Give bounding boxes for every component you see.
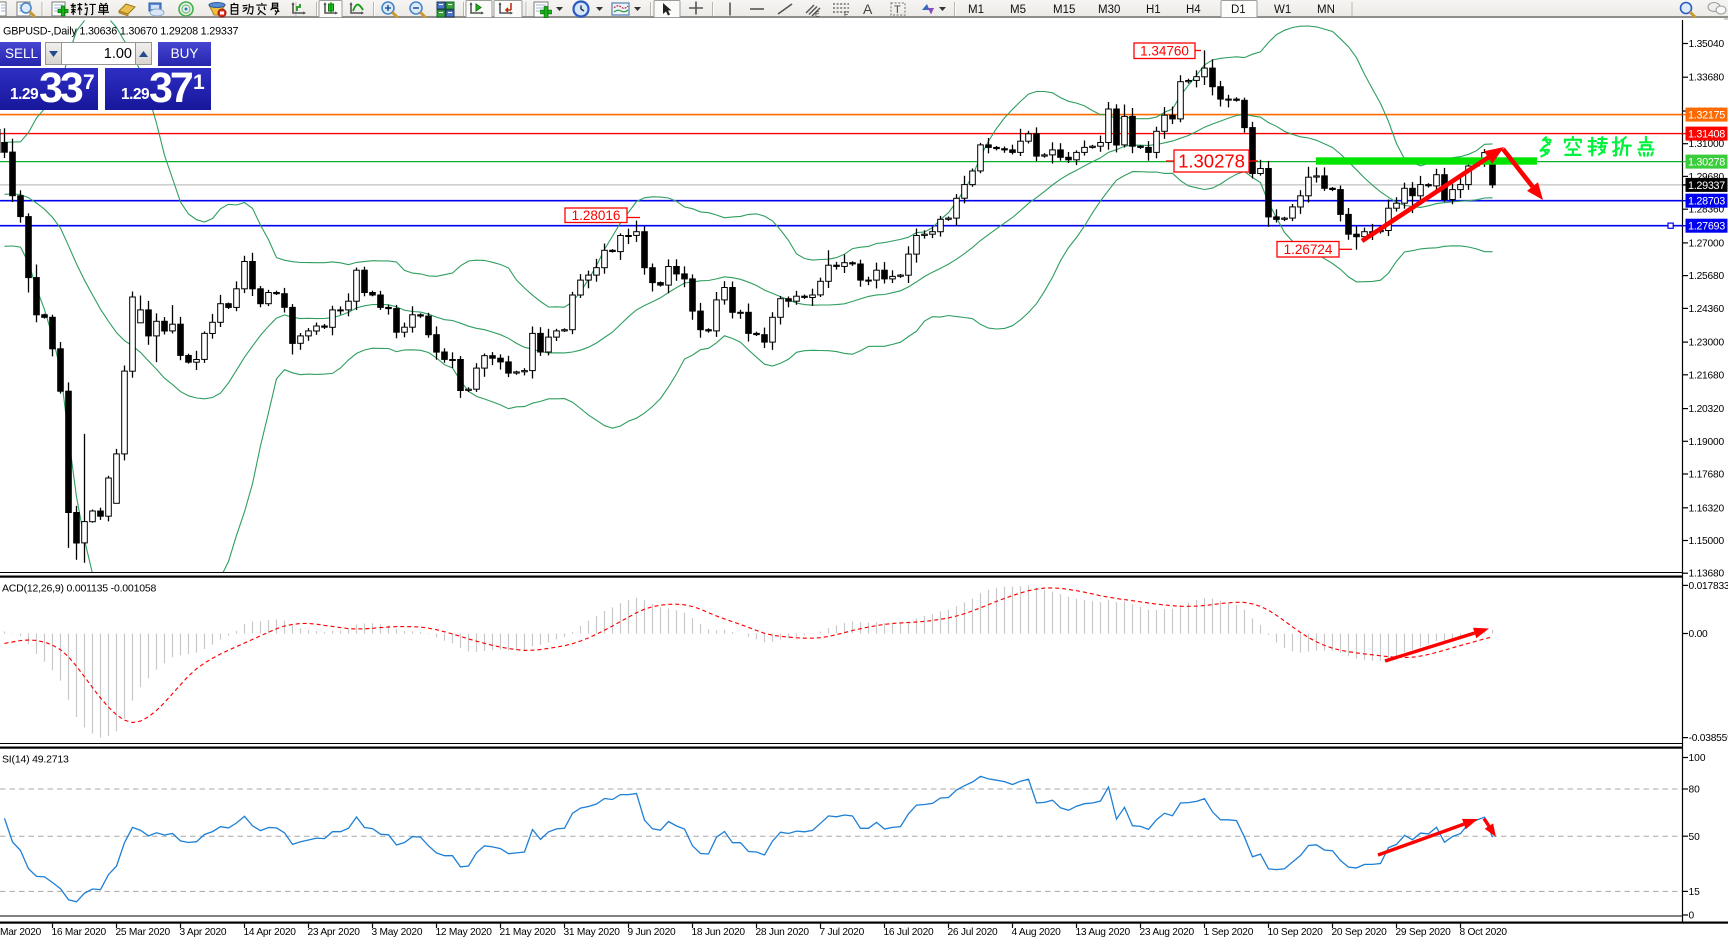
svg-text:1.23000: 1.23000 <box>1689 338 1725 349</box>
svg-text:23 Aug 2020: 23 Aug 2020 <box>1140 927 1195 938</box>
svg-text:7 Jul 2020: 7 Jul 2020 <box>820 927 865 938</box>
svg-text:1 Sep 2020: 1 Sep 2020 <box>1204 927 1254 938</box>
svg-text:1.31408: 1.31408 <box>1688 129 1725 141</box>
svg-text:F: F <box>844 12 848 19</box>
svg-text:H1: H1 <box>1146 4 1161 16</box>
svg-text:16 Mar 2020: 16 Mar 2020 <box>52 927 107 938</box>
svg-text:1.17680: 1.17680 <box>1689 470 1725 481</box>
svg-text:29 Sep 2020: 29 Sep 2020 <box>1396 927 1452 938</box>
svg-text:T: T <box>894 4 901 16</box>
svg-text:W1: W1 <box>1274 4 1291 16</box>
svg-text:14 Apr 2020: 14 Apr 2020 <box>244 927 297 938</box>
svg-text:GBPUSD-,Daily 1.30636 1.30670: GBPUSD-,Daily 1.30636 1.30670 1.29208 1.… <box>3 26 238 38</box>
svg-text:MN: MN <box>1317 4 1335 16</box>
svg-text:1.16320: 1.16320 <box>1689 503 1725 514</box>
svg-text:0.00: 0.00 <box>1689 629 1709 640</box>
svg-text:1.24360: 1.24360 <box>1689 304 1725 315</box>
svg-text:21 May 2020: 21 May 2020 <box>500 927 557 938</box>
svg-text:M5: M5 <box>1010 4 1026 16</box>
svg-text:M15: M15 <box>1053 4 1075 16</box>
svg-text:-0.038559: -0.038559 <box>1689 733 1728 744</box>
svg-text:1.29680: 1.29680 <box>1689 172 1725 183</box>
svg-text:20 Sep 2020: 20 Sep 2020 <box>1332 927 1388 938</box>
svg-text:9 Jun 2020: 9 Jun 2020 <box>628 927 676 938</box>
svg-text:1.28360: 1.28360 <box>1689 205 1725 216</box>
svg-text:H4: H4 <box>1186 4 1201 16</box>
svg-text:1.33680: 1.33680 <box>1689 73 1725 84</box>
svg-text:25 Mar 2020: 25 Mar 2020 <box>116 927 171 938</box>
svg-text:SI(14) 49.2713: SI(14) 49.2713 <box>2 754 69 766</box>
svg-text:23 Apr 2020: 23 Apr 2020 <box>308 927 361 938</box>
svg-text:12 May 2020: 12 May 2020 <box>436 927 493 938</box>
svg-text:1.29337: 1.29337 <box>1688 180 1725 192</box>
svg-text:13 Aug 2020: 13 Aug 2020 <box>1076 927 1131 938</box>
svg-text:1.27000: 1.27000 <box>1689 238 1725 249</box>
svg-text:1.20320: 1.20320 <box>1689 404 1725 415</box>
svg-text:ACD(12,26,9) 0.001135 -0.00105: ACD(12,26,9) 0.001135 -0.001058 <box>2 583 156 595</box>
svg-text:M1: M1 <box>968 4 984 16</box>
svg-text:1.26724: 1.26724 <box>1284 242 1333 257</box>
svg-text:1.28703: 1.28703 <box>1688 196 1725 208</box>
svg-text:1.25680: 1.25680 <box>1689 271 1725 282</box>
svg-text:M30: M30 <box>1098 4 1120 16</box>
svg-text:1.30278: 1.30278 <box>1688 157 1725 169</box>
svg-text:1.30278: 1.30278 <box>1178 151 1245 172</box>
svg-text:A: A <box>863 1 873 17</box>
svg-text:15: 15 <box>1689 887 1701 898</box>
svg-text:1.13680: 1.13680 <box>1689 569 1725 580</box>
svg-text:3 Apr 2020: 3 Apr 2020 <box>180 927 227 938</box>
svg-text:1.31000: 1.31000 <box>1689 139 1725 150</box>
svg-text:1.21680: 1.21680 <box>1689 370 1725 381</box>
svg-text:1.35040: 1.35040 <box>1689 39 1725 50</box>
svg-text:3 May 2020: 3 May 2020 <box>372 927 423 938</box>
svg-text:50: 50 <box>1689 832 1701 843</box>
svg-text:E: E <box>815 12 820 19</box>
svg-text:1.34760: 1.34760 <box>1140 44 1189 59</box>
svg-text:16 Jul 2020: 16 Jul 2020 <box>884 927 935 938</box>
svg-text:1.15000: 1.15000 <box>1689 536 1725 547</box>
svg-text:1.19000: 1.19000 <box>1689 437 1725 448</box>
svg-text:100: 100 <box>1689 753 1706 764</box>
svg-text:1.28016: 1.28016 <box>572 208 621 223</box>
svg-text:0: 0 <box>1689 911 1695 922</box>
svg-text:80: 80 <box>1689 785 1701 796</box>
svg-text:8 Oct 2020: 8 Oct 2020 <box>1460 927 1508 938</box>
svg-text:28 Jun 2020: 28 Jun 2020 <box>756 927 810 938</box>
svg-text:10 Sep 2020: 10 Sep 2020 <box>1268 927 1324 938</box>
svg-text:18 Jun 2020: 18 Jun 2020 <box>692 927 746 938</box>
svg-text:26 Jul 2020: 26 Jul 2020 <box>948 927 999 938</box>
svg-text:Mar 2020: Mar 2020 <box>0 927 42 938</box>
svg-text:4 Aug 2020: 4 Aug 2020 <box>1012 927 1062 938</box>
svg-text:1.32175: 1.32175 <box>1688 110 1725 122</box>
svg-text:D1: D1 <box>1231 4 1246 16</box>
svg-text:1.27693: 1.27693 <box>1688 221 1725 233</box>
svg-text:0.017833: 0.017833 <box>1689 581 1728 592</box>
svg-text:31 May 2020: 31 May 2020 <box>564 927 621 938</box>
